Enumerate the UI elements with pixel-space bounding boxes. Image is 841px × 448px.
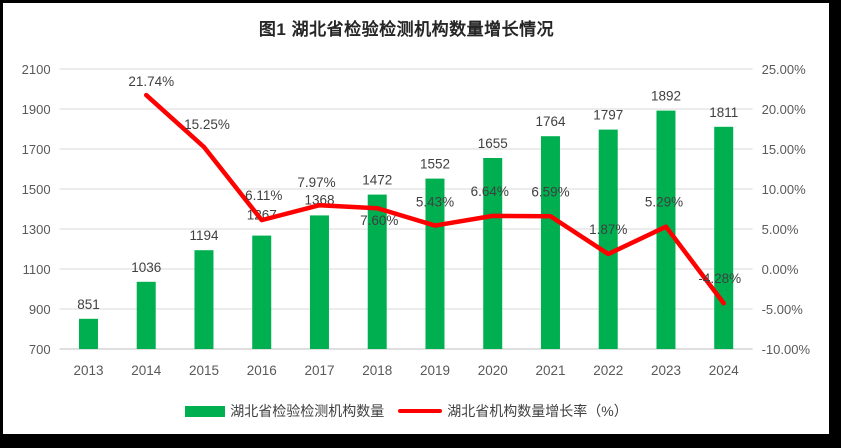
x-axis-label: 2018 <box>362 363 392 378</box>
growth-rate-point-label: 6.11% <box>245 188 282 203</box>
growth-rate-point-label: -4.28% <box>698 271 741 286</box>
right-axis-tick-label: 5.00% <box>762 222 799 237</box>
x-axis-labels: 2013 2014 2015 2016 2017 2018 2019 2020 2021 2022… <box>73 363 739 378</box>
bar-value-label: 1797 <box>593 108 623 123</box>
left-axis-tick-label: 1300 <box>22 222 51 237</box>
right-axis-tick-label: 0.00% <box>762 262 799 277</box>
growth-rate-point-label: 21.74% <box>128 74 174 89</box>
bar-value-label: 1811 <box>709 105 738 120</box>
growth-rate-point-label: 6.59% <box>531 184 569 199</box>
growth-rate-point-label: 15.25% <box>184 117 230 132</box>
x-axis-label: 2020 <box>478 363 508 378</box>
chart-canvas: 700 900 1100 1300 1500 1700 1900 2100 -10.00% -5.… <box>22 62 811 378</box>
right-axis-tick-label: 10.00% <box>762 182 807 197</box>
bar <box>78 318 98 349</box>
growth-rate-point-label: 7.60% <box>360 213 398 228</box>
right-axis-tick-label: 15.00% <box>762 142 807 157</box>
right-axis-tick-label: 25.00% <box>762 62 807 77</box>
bar <box>309 215 329 349</box>
growth-rate-point-label: 5.29% <box>645 195 683 210</box>
x-axis-label: 2013 <box>73 363 103 378</box>
gridlines <box>59 68 753 350</box>
growth-rate-labels: 21.74% 15.25% 6.11% 7.97% 7.60% 5.43% 6.64% 6.5… <box>128 74 741 286</box>
left-axis-tick-label: 1900 <box>22 102 51 117</box>
legend-label-institutions: 湖北省检验检测机构数量 <box>230 403 385 419</box>
bar <box>714 126 734 349</box>
x-axis-label: 2017 <box>304 363 334 378</box>
growth-rate-point-label: 7.97% <box>297 175 335 190</box>
legend-label-growth-rate: 湖北省机构数量增长率（%） <box>447 403 628 419</box>
chart-legend: 湖北省检验检测机构数量 湖北省机构数量增长率（%） <box>60 401 753 421</box>
growth-rate-point-label: 6.64% <box>471 184 509 199</box>
legend-line-swatch <box>398 408 443 414</box>
bar-value-label: 1194 <box>189 228 219 243</box>
axis-tick-labels: 700 900 1100 1300 1500 1700 1900 2100 -10.00% -5.… <box>22 62 811 357</box>
chart-title: 图1 湖北省检验检测机构数量增长情况 <box>258 20 555 39</box>
growth-rate-point-label: 5.43% <box>416 195 454 210</box>
bar <box>483 158 503 349</box>
growth-rate-point-label: 1.87% <box>589 222 627 237</box>
x-axis-label: 2022 <box>593 363 623 378</box>
right-axis-tick-label: 20.00% <box>762 102 807 117</box>
x-axis-label: 2015 <box>189 363 219 378</box>
bar <box>194 250 214 349</box>
bar <box>425 178 445 349</box>
growth-rate-line <box>143 92 726 306</box>
legend-item-institutions: 湖北省检验检测机构数量 <box>185 401 384 421</box>
left-axis-tick-label: 1500 <box>22 182 51 197</box>
bar-series <box>78 110 734 349</box>
bar-value-label: 1552 <box>420 157 450 172</box>
bar <box>598 129 618 349</box>
x-axis-label: 2016 <box>247 363 277 378</box>
x-axis-label: 2021 <box>535 363 565 378</box>
legend-item-growth-rate: 湖北省机构数量增长率（%） <box>398 401 628 421</box>
chart-area: 图1 湖北省检验检测机构数量增长情况 700 900 1100 1300 1500 170… <box>3 3 829 434</box>
bar-value-label: 851 <box>77 297 100 312</box>
bar-value-label: 1472 <box>362 173 392 188</box>
bar <box>136 281 156 349</box>
x-axis-label: 2024 <box>709 363 740 378</box>
bar-value-label: 1764 <box>535 114 566 129</box>
bar <box>367 194 387 349</box>
bar-value-label: 1655 <box>478 136 508 151</box>
bar <box>540 136 560 349</box>
bar-value-label: 1892 <box>651 89 681 104</box>
bar-value-label: 1036 <box>131 260 161 275</box>
x-axis-label: 2023 <box>651 363 681 378</box>
x-axis-label: 2019 <box>420 363 450 378</box>
legend-bar-swatch <box>185 405 226 417</box>
left-axis-tick-label: 2100 <box>22 62 51 77</box>
left-axis-tick-label: 1100 <box>23 262 51 277</box>
right-axis-tick-label: -5.00% <box>762 302 804 317</box>
left-axis-tick-label: 1700 <box>22 142 51 157</box>
right-axis-tick-label: -10.00% <box>762 342 811 357</box>
left-axis-tick-label: 700 <box>29 342 51 357</box>
bar <box>252 235 272 349</box>
x-axis-label: 2014 <box>131 363 162 378</box>
left-axis-tick-label: 900 <box>29 302 51 317</box>
